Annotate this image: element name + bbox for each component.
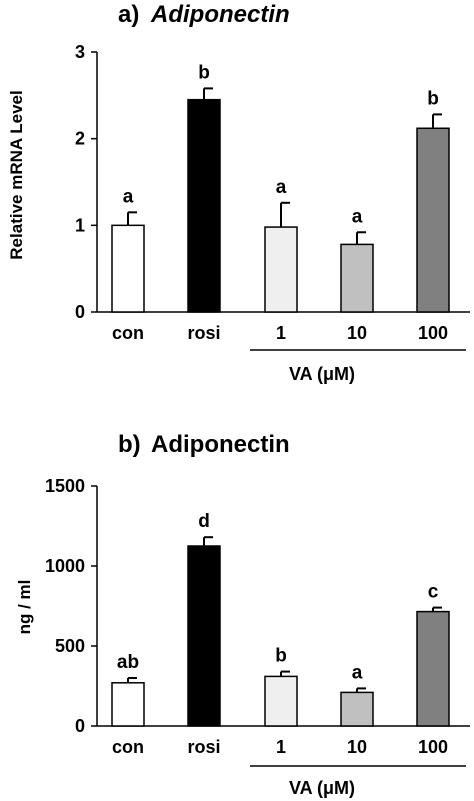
chart-b: b) Adiponectin ng / ml VA (μM) 0 500 1000 1… [15,431,470,798]
chart-a-category-label: 1 [276,323,286,343]
chart-a-category-label: rosi [187,323,220,343]
chart-a-bar [111,224,145,313]
chart-b-y-tick-label: 500 [55,636,85,656]
chart-b-significance-label: a [352,662,363,683]
chart-b-category-label: 10 [347,737,367,757]
chart-b-category-label: rosi [187,737,220,757]
chart-b-bar [111,682,145,727]
chart-a: a) Adiponectin Relative mRNA Level VA (μ… [7,1,470,384]
chart-b-title-prefix: b) [118,431,141,458]
chart-b-category-label: 100 [418,737,448,757]
chart-a-category-label: 100 [418,323,448,343]
chart-b-bar [264,675,298,727]
chart-b-significance-label: b [275,646,287,667]
chart-a-y-tick-label: 1 [75,215,85,235]
chart-a-y-tick-label: 2 [75,129,85,149]
chart-a-significance-label: a [276,177,287,198]
chart-b-significance-label: ab [117,652,139,673]
chart-a-y-tick-label: 0 [75,302,85,322]
chart-b-y-tick-label: 0 [75,716,85,736]
chart-b-bar [340,691,374,727]
chart-b-significance-label: c [428,582,439,603]
chart-a-title-prefix: a) [118,1,139,28]
chart-b-significance-label: d [198,511,210,532]
chart-a-bar [416,127,450,313]
chart-a-group-label: VA (μM) [289,364,355,384]
chart-a-bar [264,226,298,313]
chart-a-significance-label: a [123,186,134,207]
chart-b-category-label: con [112,737,144,757]
chart-a-title: Adiponectin [150,1,290,28]
chart-b-y-axis-label: ng / ml [15,580,34,635]
chart-a-significance-label: b [198,62,210,83]
chart-b-bar [416,610,450,727]
chart-b-bar [187,545,221,727]
chart-b-group-label: VA (μM) [289,778,355,798]
chart-a-bar [340,243,374,313]
chart-b-y-tick-label: 1500 [45,476,85,496]
chart-a-category-label: 10 [347,323,367,343]
chart-a-bar [187,98,221,313]
chart-a-significance-label: a [352,206,363,227]
chart-a-category-label: con [112,323,144,343]
chart-b-category-label: 1 [276,737,286,757]
chart-b-y-tick-label: 1000 [45,556,85,576]
chart-b-title: Adiponectin [151,431,290,458]
chart-a-y-tick-label: 3 [75,42,85,62]
chart-a-y-axis-label: Relative mRNA Level [7,90,26,259]
chart-a-significance-label: b [427,88,439,109]
